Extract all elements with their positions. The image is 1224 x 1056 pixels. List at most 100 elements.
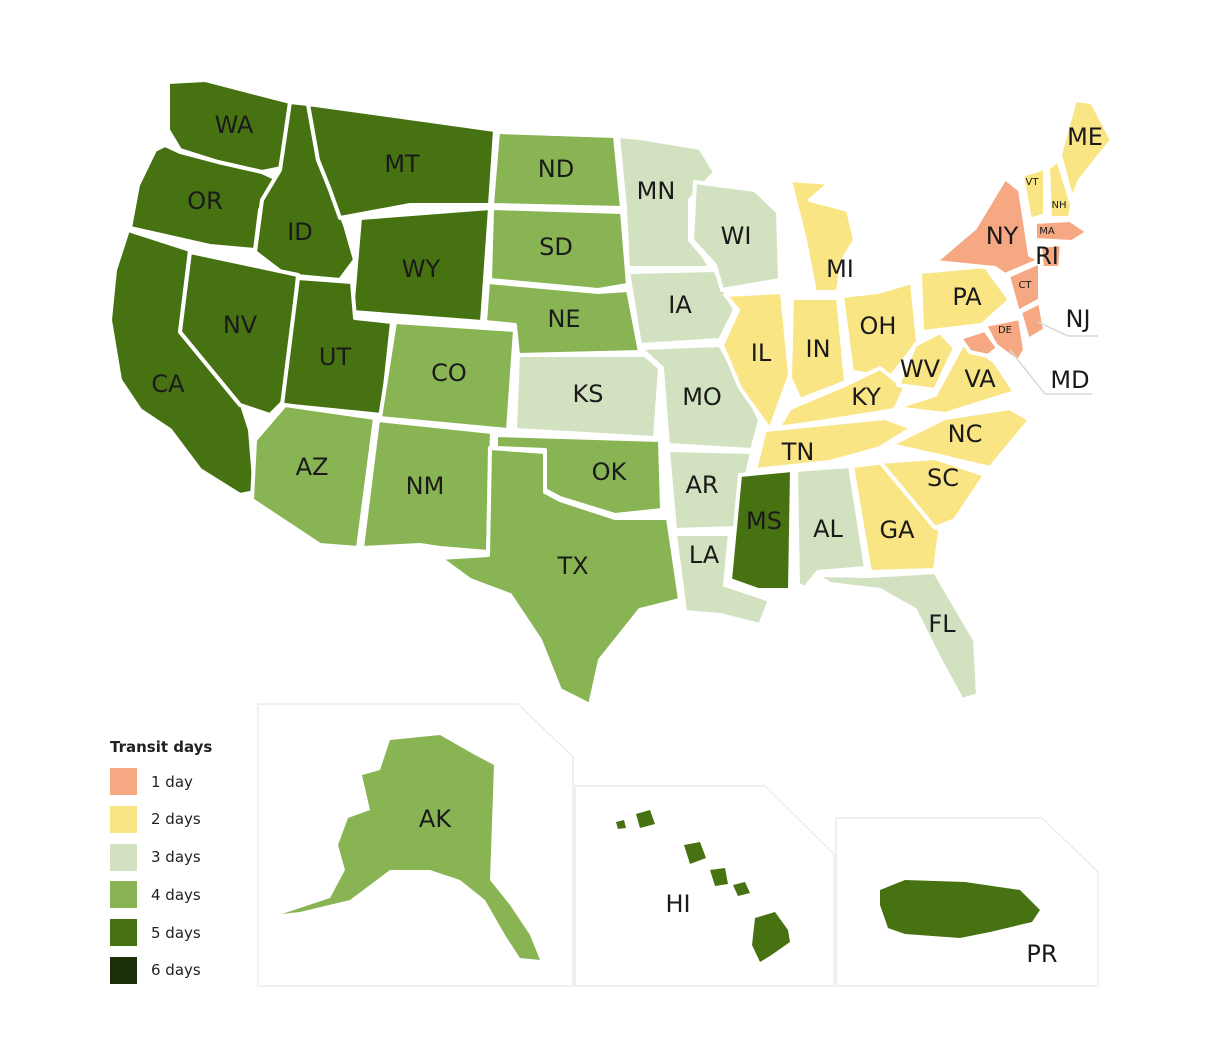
state-label-ut: UT: [319, 343, 352, 371]
legend-swatch: [110, 919, 137, 947]
state-label-hi: HI: [665, 890, 690, 918]
state-label-al: AL: [813, 515, 843, 543]
legend-item: 2 days: [110, 805, 270, 833]
state-ms[interactable]: [728, 468, 794, 592]
state-label-sd: SD: [539, 233, 573, 261]
state-hi[interactable]: [752, 912, 790, 962]
state-wv[interactable]: [896, 330, 957, 392]
state-label-tn: TN: [781, 438, 815, 466]
state-label-wi: WI: [721, 222, 752, 250]
state-label-or: OR: [187, 187, 223, 215]
state-ak[interactable]: [282, 735, 540, 960]
state-me[interactable]: [1058, 98, 1114, 202]
state-label-id: ID: [287, 218, 313, 246]
state-mt[interactable]: [306, 102, 497, 220]
state-sc[interactable]: [878, 456, 987, 530]
state-tx[interactable]: [438, 446, 682, 707]
state-vt[interactable]: [1020, 166, 1047, 222]
hi-island-oahu[interactable]: [684, 842, 706, 864]
state-label-pr: PR: [1026, 940, 1057, 968]
state-label-wy: WY: [402, 255, 441, 283]
state-label-ct: CT: [1018, 280, 1032, 291]
state-hi-group: [616, 810, 790, 962]
state-ut[interactable]: [280, 276, 394, 417]
state-label-ms: MS: [746, 507, 782, 535]
state-md[interactable]: [958, 328, 1000, 358]
state-label-nh: NH: [1052, 200, 1067, 211]
state-label-ia: IA: [668, 291, 692, 319]
state-label-nv: NV: [223, 311, 258, 339]
state-label-ga: GA: [879, 516, 915, 544]
state-ks[interactable]: [513, 353, 662, 440]
state-fl[interactable]: [813, 570, 980, 702]
state-label-mi: MI: [826, 255, 854, 283]
state-in[interactable]: [788, 296, 848, 402]
state-wy[interactable]: [350, 206, 492, 324]
state-label-oh: OH: [860, 312, 897, 340]
state-nd[interactable]: [490, 130, 624, 210]
state-ny[interactable]: [933, 176, 1042, 277]
state-label-vt: VT: [1026, 177, 1040, 188]
state-tn[interactable]: [753, 416, 914, 472]
state-co[interactable]: [378, 320, 517, 432]
state-label-pa: PA: [952, 283, 982, 311]
legend-swatch: [110, 956, 137, 984]
state-label-ar: AR: [685, 471, 718, 499]
state-nh[interactable]: [1046, 158, 1074, 220]
state-label-tx: TX: [556, 552, 588, 580]
hi-island-kauai[interactable]: [636, 810, 655, 828]
legend-swatch: [110, 805, 137, 833]
state-label-ca: CA: [151, 370, 185, 398]
hi-island-niihau[interactable]: [616, 820, 626, 829]
inset-frame-ak: [257, 703, 574, 987]
state-label-ne: NE: [547, 305, 580, 333]
state-label-ok: OK: [592, 458, 628, 486]
hi-island-maui[interactable]: [733, 882, 750, 896]
state-label-nd: ND: [538, 155, 574, 183]
hi-island-molokai[interactable]: [710, 868, 728, 886]
state-label-in: IN: [805, 335, 830, 363]
state-ia[interactable]: [626, 268, 737, 347]
inset-frame-hi: [574, 785, 835, 987]
state-la[interactable]: [673, 532, 772, 627]
state-va[interactable]: [893, 338, 1017, 416]
state-label-de: DE: [998, 325, 1012, 336]
state-mi[interactable]: [788, 178, 857, 294]
state-label-mt: MT: [384, 150, 420, 178]
leader-line-md: [1009, 349, 1092, 395]
state-label-va: VA: [964, 365, 996, 393]
leader-line-nj: [1037, 321, 1098, 337]
state-label-la: LA: [689, 541, 720, 569]
legend: Transit days 1 day 2 days 3 days 4 days 5 da…: [110, 738, 270, 995]
state-label-az: AZ: [296, 453, 329, 481]
state-pr[interactable]: [880, 880, 1040, 938]
state-ma[interactable]: [1033, 218, 1090, 244]
state-label-nj: NJ: [1065, 305, 1090, 333]
legend-label: 5 days: [151, 923, 201, 942]
legend-item: 6 days: [110, 956, 270, 984]
state-label-nc: NC: [948, 420, 983, 448]
state-label-ky: KY: [851, 383, 881, 411]
state-label-mo: MO: [682, 383, 722, 411]
legend-swatch: [110, 881, 137, 909]
state-label-ma: MA: [1039, 226, 1055, 237]
state-nj[interactable]: [1018, 300, 1047, 342]
state-nv[interactable]: [178, 250, 300, 417]
state-sd[interactable]: [488, 206, 630, 292]
state-ct[interactable]: [1006, 260, 1042, 314]
state-nm[interactable]: [360, 418, 494, 554]
state-label-mn: MN: [637, 177, 676, 205]
state-nc[interactable]: [888, 406, 1032, 470]
state-il[interactable]: [720, 290, 792, 432]
state-wi[interactable]: [690, 180, 782, 292]
legend-title: Transit days: [110, 738, 213, 756]
state-az[interactable]: [250, 403, 377, 550]
legend-item: 4 days: [110, 881, 270, 909]
state-label-wv: WV: [900, 355, 941, 383]
legend-item: 5 days: [110, 919, 270, 947]
legend-label: 2 days: [151, 810, 201, 829]
legend-item: 3 days: [110, 843, 270, 871]
state-label-co: CO: [431, 359, 467, 387]
state-label-nm: NM: [406, 472, 445, 500]
